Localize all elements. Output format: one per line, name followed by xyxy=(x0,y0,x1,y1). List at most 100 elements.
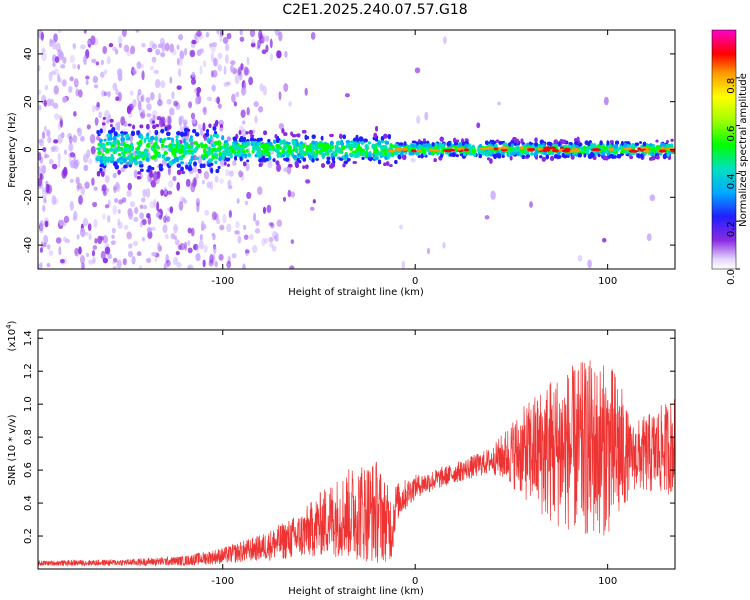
spectrogram-cell xyxy=(63,257,68,265)
spectrogram-cell xyxy=(146,257,152,264)
spectrogram-cell xyxy=(172,257,179,266)
spectrogram-cell xyxy=(484,215,490,220)
spectrogram-cell xyxy=(51,163,58,170)
spectrogram-cell xyxy=(59,258,65,264)
spectrogram-cell xyxy=(278,91,282,101)
spectrogram-cell xyxy=(201,220,205,228)
spectrogram-cell xyxy=(120,142,124,146)
spectrogram-cell xyxy=(283,157,288,161)
spectrogram-cell xyxy=(255,145,260,151)
spectrogram-cell xyxy=(211,41,218,48)
spectrogram-cell xyxy=(130,147,134,151)
spectrogram-cell xyxy=(115,88,119,96)
spectrogram-cell xyxy=(448,153,454,157)
spectrogram-cell xyxy=(214,160,218,164)
spectrogram-cell xyxy=(337,141,341,145)
spectrogram-cell xyxy=(249,136,255,142)
spectrogram-cell xyxy=(224,54,229,64)
spectrogram-cell xyxy=(43,152,47,160)
spectrogram-cell xyxy=(77,64,81,70)
spectrogram-cell xyxy=(160,189,164,197)
spectrogram-cell xyxy=(101,184,107,192)
spectrogram-cell xyxy=(136,251,142,257)
spectrogram-cell xyxy=(133,216,139,223)
spectrogram-cell xyxy=(136,175,141,180)
spectrogram-cell xyxy=(141,70,145,81)
spectrogram-cell xyxy=(116,259,122,269)
spectrogram-cell xyxy=(44,84,49,91)
spectrogram-cell xyxy=(283,167,289,172)
spectrogram-cell xyxy=(139,163,144,168)
spectrogram-cell xyxy=(46,98,52,107)
spectrogram-cell xyxy=(346,157,350,162)
spectrogram-cell xyxy=(203,224,207,230)
spectrogram-cell xyxy=(219,224,225,231)
spectrogram-cell xyxy=(374,152,379,158)
spectrogram-cell xyxy=(238,130,242,135)
spectrogram-cell xyxy=(226,260,232,269)
spectrogram-cell xyxy=(142,204,148,210)
spectrogram-cell xyxy=(484,140,489,146)
spectrogram-cell xyxy=(72,135,78,143)
spectrogram-cell xyxy=(239,146,245,151)
spectrogram-cell xyxy=(637,153,641,159)
spectrogram-cell xyxy=(226,32,232,40)
spectrogram-cell xyxy=(46,129,51,137)
spectrogram-cell xyxy=(304,87,308,96)
spectrogram-cell xyxy=(107,253,113,260)
spectrogram-cell xyxy=(48,249,54,256)
spectrogram-cell xyxy=(179,50,185,60)
spectrogram-cell xyxy=(177,244,182,250)
spectrogram-cell xyxy=(221,135,225,141)
spectrogram-cell xyxy=(605,149,609,154)
spectrogram-cell xyxy=(233,140,239,145)
spectrogram-cell xyxy=(623,143,628,149)
spectrogram-cell xyxy=(371,143,376,149)
spectrogram-cell xyxy=(602,237,607,243)
spectrogram-cell xyxy=(210,167,214,174)
spectrogram-cell xyxy=(127,207,133,214)
spectrogram-cell xyxy=(195,243,200,253)
spectrogram-cell xyxy=(58,219,65,226)
spectrogram-cell xyxy=(442,242,446,249)
spectrogram-cell xyxy=(42,164,47,174)
spectrogram-cell xyxy=(262,206,267,214)
spectrogram-cell xyxy=(358,136,364,142)
spectrogram-cell xyxy=(401,260,406,269)
spectrogram-cell xyxy=(243,82,247,89)
spectrogram-cell xyxy=(284,50,288,58)
spectrogram-cell xyxy=(74,247,79,257)
spectrogram-cell xyxy=(521,154,525,159)
spectrogram-cell xyxy=(282,145,287,151)
spectrogram-cell xyxy=(188,137,194,143)
spectrogram-cell xyxy=(153,198,157,209)
spectrogram-cell xyxy=(102,235,109,244)
spectrogram-cell xyxy=(201,107,207,113)
spectrogram-hotspot xyxy=(542,148,551,152)
spectrogram-cell xyxy=(183,132,188,137)
spectrogram-cell xyxy=(349,153,354,158)
spectrogram-cell xyxy=(69,200,74,211)
spectrogram-cell xyxy=(108,43,114,48)
spectrogram-cell xyxy=(389,164,393,167)
spectrogram-cell xyxy=(97,150,102,155)
spectrogram-cell xyxy=(302,157,306,162)
spectrogram-cell xyxy=(296,158,300,162)
spectrogram-cell xyxy=(291,134,297,138)
spectrogram-cell xyxy=(91,58,97,64)
spectrogram-cell xyxy=(526,154,530,158)
spectrogram-cell xyxy=(378,151,383,156)
spectrogram-cell xyxy=(102,116,106,120)
spectrogram-cell xyxy=(202,106,207,116)
spectrogram-cell xyxy=(583,152,587,158)
spectrogram-cell xyxy=(153,142,158,145)
spectrogram-cell xyxy=(634,142,640,146)
spectrogram-cell xyxy=(267,141,271,145)
spectrogram-cell xyxy=(55,237,62,244)
spectrogram-cell xyxy=(118,43,122,48)
spectrogram-cell xyxy=(392,145,397,149)
spectrogram-cell xyxy=(99,128,103,134)
spectrogram-cell xyxy=(278,31,283,42)
spectrogram-cell xyxy=(101,122,106,126)
